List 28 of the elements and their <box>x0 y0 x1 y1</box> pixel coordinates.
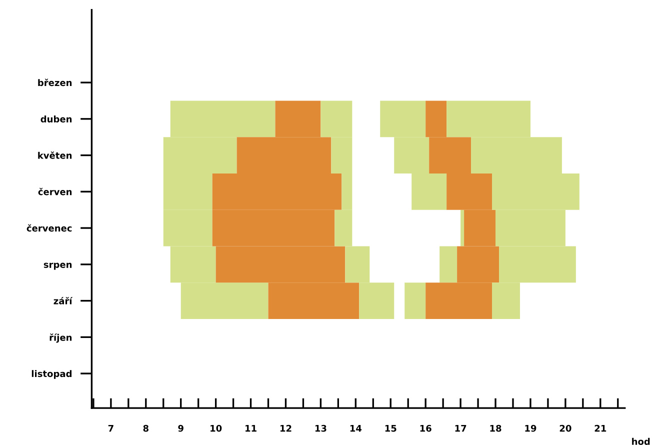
x-tick-label: 13 <box>315 424 326 432</box>
x-tick-label: 18 <box>490 424 502 432</box>
x-tick-label: 12 <box>280 424 292 432</box>
y-tick-label: květen <box>38 151 72 159</box>
x-tick-label: 8 <box>143 424 148 432</box>
x-tick-label: 20 <box>560 424 572 432</box>
y-tick-label: červen <box>38 188 72 196</box>
x-tick-label: 11 <box>246 425 256 432</box>
y-tick-label: duben <box>40 115 72 122</box>
x-tick-label: 19 <box>525 424 536 432</box>
y-tick-label: březen <box>38 78 72 86</box>
x-tick-label: 17 <box>455 425 466 432</box>
y-tick-label: září <box>54 296 73 304</box>
y-tick-label: červenec <box>26 224 72 232</box>
bar <box>460 210 464 246</box>
bar <box>404 282 426 319</box>
x-tick-label: 21 <box>594 424 606 432</box>
x-tick-label: 16 <box>420 424 432 432</box>
y-tick-label: srpen <box>44 262 72 270</box>
x-tick-label: 7 <box>108 425 114 432</box>
y-tick-label: říjen <box>50 334 72 343</box>
bar <box>440 246 458 283</box>
y-tick-label: listopad <box>32 370 72 379</box>
x-axis-title: hod <box>632 438 650 445</box>
x-tick-label: 15 <box>385 425 396 432</box>
x-tick-label: 9 <box>178 424 184 432</box>
x-tick-label: 14 <box>350 425 362 432</box>
x-tick-label: 10 <box>210 424 222 432</box>
